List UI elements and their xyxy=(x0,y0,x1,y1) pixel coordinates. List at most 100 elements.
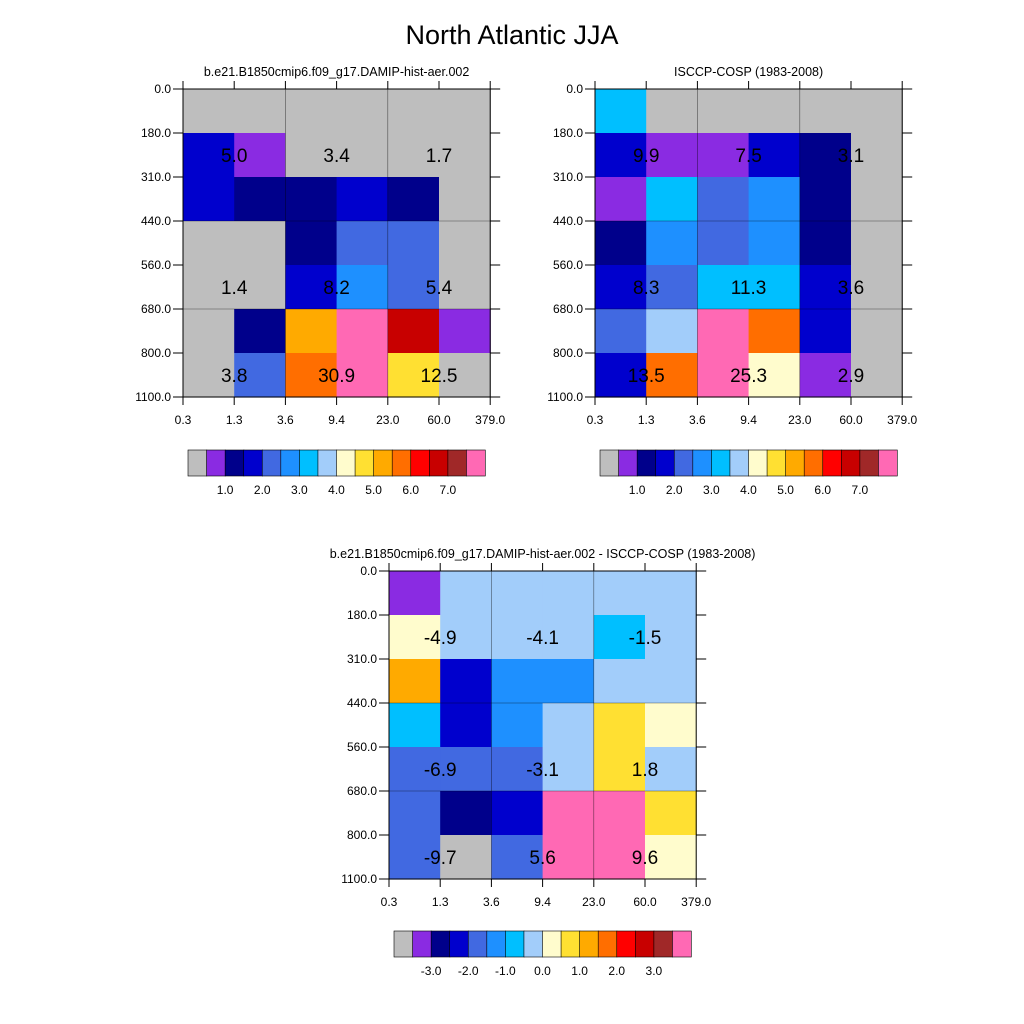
colorbar-swatch xyxy=(766,449,787,477)
heatmap-cell xyxy=(387,353,440,398)
heatmap-cell xyxy=(542,791,595,836)
heatmap-cell xyxy=(593,615,646,660)
panel-title: b.e21.B1850cmip6.f09_g17.DAMIP-hist-aer.… xyxy=(330,547,756,561)
y-tick-label: 440.0 xyxy=(347,696,377,710)
heatmap-cell xyxy=(389,791,441,836)
colorbar-swatch xyxy=(412,930,432,958)
heatmap-cell xyxy=(542,835,595,880)
x-tick-label: 1.3 xyxy=(432,895,449,909)
heatmap-cell xyxy=(285,265,338,310)
heatmap-cell xyxy=(285,353,338,398)
y-tick-label: 680.0 xyxy=(141,302,171,316)
heatmap-cell xyxy=(440,615,492,660)
data-label: 9.6 xyxy=(632,848,658,869)
heatmap-cell xyxy=(183,89,235,134)
heatmap-cell xyxy=(183,221,235,266)
x-tick-label: 0.3 xyxy=(381,895,398,909)
heatmap-cell xyxy=(491,747,544,792)
heatmap-cell xyxy=(748,133,801,178)
heatmap-cell xyxy=(799,177,852,222)
heatmap-cell xyxy=(440,791,492,836)
heatmap-cell xyxy=(389,615,441,660)
x-tick-label: 23.0 xyxy=(788,413,812,427)
colorbar-swatch xyxy=(187,449,208,477)
heatmap-cell xyxy=(851,177,903,222)
data-label: -4.9 xyxy=(424,628,457,649)
data-label: 8.3 xyxy=(633,278,659,299)
heatmap-cell xyxy=(389,571,441,616)
colorbar-label: -3.0 xyxy=(421,964,442,978)
heatmap-cell xyxy=(799,133,852,178)
data-label: 1.8 xyxy=(632,760,658,781)
colorbar-swatch xyxy=(748,449,768,477)
colorbar-swatch xyxy=(673,449,694,477)
heatmap-cell xyxy=(595,133,647,178)
heatmap-cell xyxy=(440,835,492,880)
heatmap-cell xyxy=(542,747,595,792)
data-label: 5.4 xyxy=(426,278,453,299)
heatmap-cell xyxy=(234,353,286,398)
colorbar-swatch xyxy=(486,930,506,958)
heatmap-cell xyxy=(542,703,595,748)
heatmap-cell xyxy=(646,309,698,354)
heatmap-cell xyxy=(491,703,544,748)
x-tick-label: 23.0 xyxy=(582,895,606,909)
y-tick-label: 310.0 xyxy=(347,652,377,666)
heatmap-cell xyxy=(440,571,492,616)
colorbar-label: 1.0 xyxy=(571,964,588,978)
colorbar-swatch xyxy=(711,449,731,477)
y-tick-label: 560.0 xyxy=(553,258,583,272)
heatmap-cell xyxy=(646,177,698,222)
data-label: 5.6 xyxy=(529,848,555,869)
data-label: 12.5 xyxy=(421,366,458,387)
heatmap-cell xyxy=(697,177,750,222)
data-label: 9.9 xyxy=(633,146,659,167)
x-tick-label: 60.0 xyxy=(427,413,451,427)
y-tick-label: 0.0 xyxy=(566,82,583,96)
y-tick-label: 0.0 xyxy=(154,82,171,96)
heatmap-cell xyxy=(595,89,647,134)
heatmap-cell xyxy=(593,835,646,880)
colorbar-swatch xyxy=(447,449,468,477)
heatmap-cell xyxy=(748,177,801,222)
heatmap-cell xyxy=(234,265,286,310)
data-label: 13.5 xyxy=(628,366,665,387)
colorbar-swatch xyxy=(261,449,282,477)
colorbar-swatch xyxy=(859,449,880,477)
heatmap-cell xyxy=(851,133,903,178)
heatmap-cell xyxy=(697,89,750,134)
heatmap-cell xyxy=(440,659,492,704)
heatmap-cell xyxy=(645,571,697,616)
data-label: -9.7 xyxy=(424,848,457,869)
y-tick-label: 1100.0 xyxy=(135,390,171,404)
heatmap-cell xyxy=(387,309,440,354)
heatmap-cell xyxy=(285,89,338,134)
y-tick-label: 680.0 xyxy=(347,784,377,798)
colorbar-label: 3.0 xyxy=(646,964,663,978)
data-label: 7.5 xyxy=(735,146,761,167)
heatmap-cell xyxy=(439,177,491,222)
colorbar-swatch xyxy=(878,449,898,477)
y-tick-label: 800.0 xyxy=(553,346,583,360)
heatmap-cell xyxy=(440,747,492,792)
colorbar-label: 6.0 xyxy=(402,483,419,497)
heatmap-cell xyxy=(645,747,697,792)
heatmap-cell xyxy=(491,835,544,880)
heatmap-cell xyxy=(645,835,697,880)
colorbar-swatch xyxy=(785,449,805,477)
heatmap-cell xyxy=(697,133,750,178)
data-label: 2.9 xyxy=(838,366,864,387)
colorbar-label: -2.0 xyxy=(458,964,479,978)
x-tick-label: 379.0 xyxy=(887,413,917,427)
heatmap-cell xyxy=(387,177,440,222)
x-tick-label: 1.3 xyxy=(226,413,243,427)
colorbar-swatch xyxy=(430,930,451,958)
heatmap-cell xyxy=(851,353,903,398)
data-label: 3.1 xyxy=(838,146,864,167)
heatmap-cell xyxy=(799,309,852,354)
heatmap-cell xyxy=(387,221,440,266)
heatmap-cell xyxy=(748,221,801,266)
heatmap-cell xyxy=(542,615,595,660)
colorbar-swatch xyxy=(579,930,599,958)
